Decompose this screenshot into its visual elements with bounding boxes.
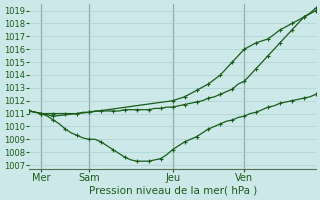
X-axis label: Pression niveau de la mer( hPa ): Pression niveau de la mer( hPa ): [89, 186, 257, 196]
